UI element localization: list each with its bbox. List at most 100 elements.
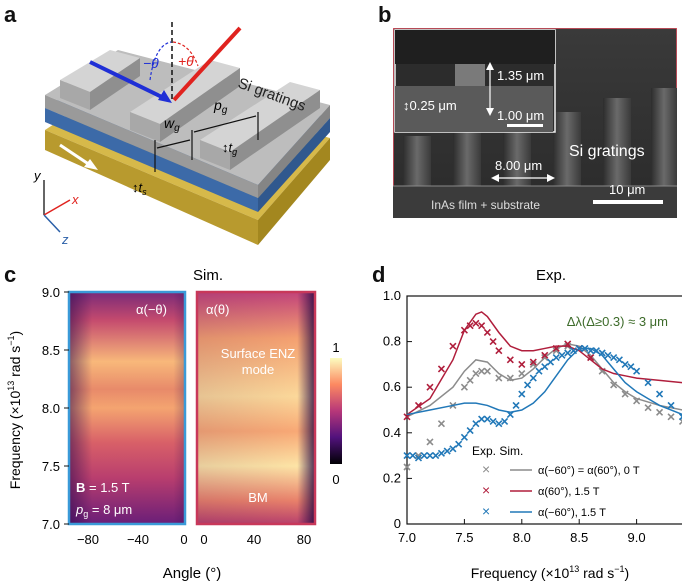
exp-point-0-7 — [472, 369, 480, 378]
exp-point-0-22 — [633, 397, 641, 405]
z-axis-arrow — [43, 214, 61, 233]
x-tick-label-2: 8.0 — [513, 530, 531, 545]
legend-marker-2: × — [482, 503, 490, 519]
right-map-label: α(θ) — [206, 302, 229, 317]
blue-beam — [89, 60, 169, 102]
exp-point-2-29 — [569, 347, 578, 355]
inset-scalebar — [507, 124, 543, 127]
exp-point-2-28 — [564, 349, 572, 357]
exp-point-0-15 — [552, 347, 560, 355]
exp-point-0-5 — [460, 383, 468, 391]
svg-text:8.0: 8.0 — [42, 401, 60, 416]
svg-text:7.0: 7.0 — [42, 517, 60, 532]
surface-enz-label: Surface ENZ — [221, 346, 295, 361]
svg-text:x: x — [71, 192, 79, 207]
theta-neg-label: −θ — [143, 55, 159, 71]
w1-label: 1.00 μm — [497, 108, 544, 123]
x-axis-arrow — [43, 199, 71, 216]
exp-point-2-20 — [518, 390, 526, 398]
exp-point-2-14 — [483, 415, 491, 423]
legend-label-1: α(60°), 1.5 T — [538, 486, 600, 498]
chart-legend: Exp. Sim. × α(−60°) = α(60°), 0 T × α(60… — [472, 444, 640, 519]
svg-text:0: 0 — [200, 532, 207, 547]
panel-a-schematic: −θ +θ Si gratings wg pg ↕tg ↕ts B y x z — [33, 22, 330, 247]
panel-d-chart: Exp. 7.07.58.08.59.09.500.20.40.60.81.0 … — [383, 267, 682, 581]
exp-point-2-42 — [655, 390, 664, 398]
exp-point-2-3 — [420, 452, 428, 460]
pg-value-label: pg = 8 μm — [75, 502, 132, 519]
legend-marker-0: × — [482, 461, 490, 477]
exp-point-2-9 — [455, 440, 463, 448]
exp-point-0-3 — [437, 420, 446, 428]
exp-point-2-18 — [506, 410, 514, 419]
exp-point-2-24 — [541, 363, 549, 371]
svg-text:y: y — [33, 168, 42, 183]
y-tick-label-5: 1.0 — [383, 288, 401, 303]
panel-c-maps: Sim. α(−θ) α(θ) Surface ENZ mode BM B = … — [6, 267, 342, 582]
film-side — [258, 118, 330, 212]
chart-xlabel: Frequency (×1013 rad s−1) — [471, 564, 629, 581]
exp-point-2-30 — [575, 344, 583, 353]
map-right — [195, 290, 317, 526]
map-title: Sim. — [193, 267, 223, 284]
exp-point-1-14 — [529, 358, 537, 366]
film-front — [45, 108, 258, 212]
exp-point-0-24 — [655, 408, 664, 416]
exp-point-2-43 — [667, 401, 675, 410]
y-tick-label-3: 0.6 — [383, 379, 401, 394]
grating-ridges — [60, 50, 320, 170]
scale-label: 10 μm — [609, 182, 645, 197]
exp-point-2-41 — [644, 379, 652, 387]
scalebar — [593, 200, 663, 204]
x-tick-label-3: 8.5 — [570, 530, 588, 545]
exp-point-1-19 — [587, 353, 595, 362]
exp-point-2-6 — [437, 449, 446, 457]
y-tick-label-1: 0.2 — [383, 470, 401, 485]
substrate-front — [45, 130, 258, 245]
plot-frame — [406, 295, 682, 525]
exp-point-2-11 — [466, 426, 474, 435]
exp-point-0-13 — [529, 360, 537, 368]
exp-point-1-11 — [495, 347, 503, 355]
panel-label-c: c — [4, 262, 17, 287]
svg-text:8.5: 8.5 — [42, 343, 60, 358]
colorbar — [330, 358, 342, 464]
legend-marker-1: × — [482, 482, 490, 498]
substrate-side — [258, 138, 330, 245]
x-tick-label-4: 9.0 — [628, 530, 646, 545]
exp-point-2-19 — [512, 401, 520, 410]
svg-text:z: z — [61, 232, 69, 247]
exp-point-0-1 — [414, 452, 423, 460]
x-tick-label-1: 7.5 — [455, 530, 473, 545]
exp-point-2-38 — [621, 360, 629, 368]
pg-label: pg — [213, 97, 228, 116]
legend-label-2: α(−60°), 1.5 T — [538, 507, 606, 519]
exp-point-0-2 — [426, 438, 434, 446]
exp-point-0-20 — [610, 381, 618, 389]
exp-point-2-1 — [409, 452, 417, 460]
exp-point-2-40 — [633, 367, 641, 375]
pitch-label: 8.00 μm — [495, 158, 542, 173]
exp-point-1-5 — [460, 326, 468, 334]
exp-point-0-21 — [621, 390, 629, 398]
exp-point-2-36 — [610, 353, 618, 362]
exp-point-2-4 — [426, 452, 434, 460]
exp-point-1-17 — [564, 340, 572, 348]
exp-point-2-39 — [627, 363, 635, 371]
svg-text:80: 80 — [297, 532, 311, 547]
left-map-label: α(−θ) — [136, 302, 167, 317]
b-field-label: B = 1.5 T — [76, 480, 130, 495]
colorbar-min: 0 — [332, 472, 339, 487]
exp-point-1-9 — [483, 328, 491, 337]
legend-label-0: α(−60°) = α(60°), 0 T — [538, 465, 640, 477]
x-tick-label-0: 7.0 — [398, 530, 416, 545]
exp-point-2-12 — [472, 420, 480, 428]
sim-line-1 — [406, 311, 682, 416]
bm-label: BM — [248, 490, 268, 505]
map-y-axis: 9.0 8.5 8.0 7.5 7.0 — [42, 285, 69, 532]
exp-point-1-7 — [472, 319, 480, 327]
exp-point-2-16 — [495, 420, 503, 428]
map-ylabel: Frequency (×1013 rad s−1) — [6, 331, 23, 489]
exp-point-1-10 — [489, 338, 497, 346]
exp-point-2-13 — [478, 415, 486, 423]
